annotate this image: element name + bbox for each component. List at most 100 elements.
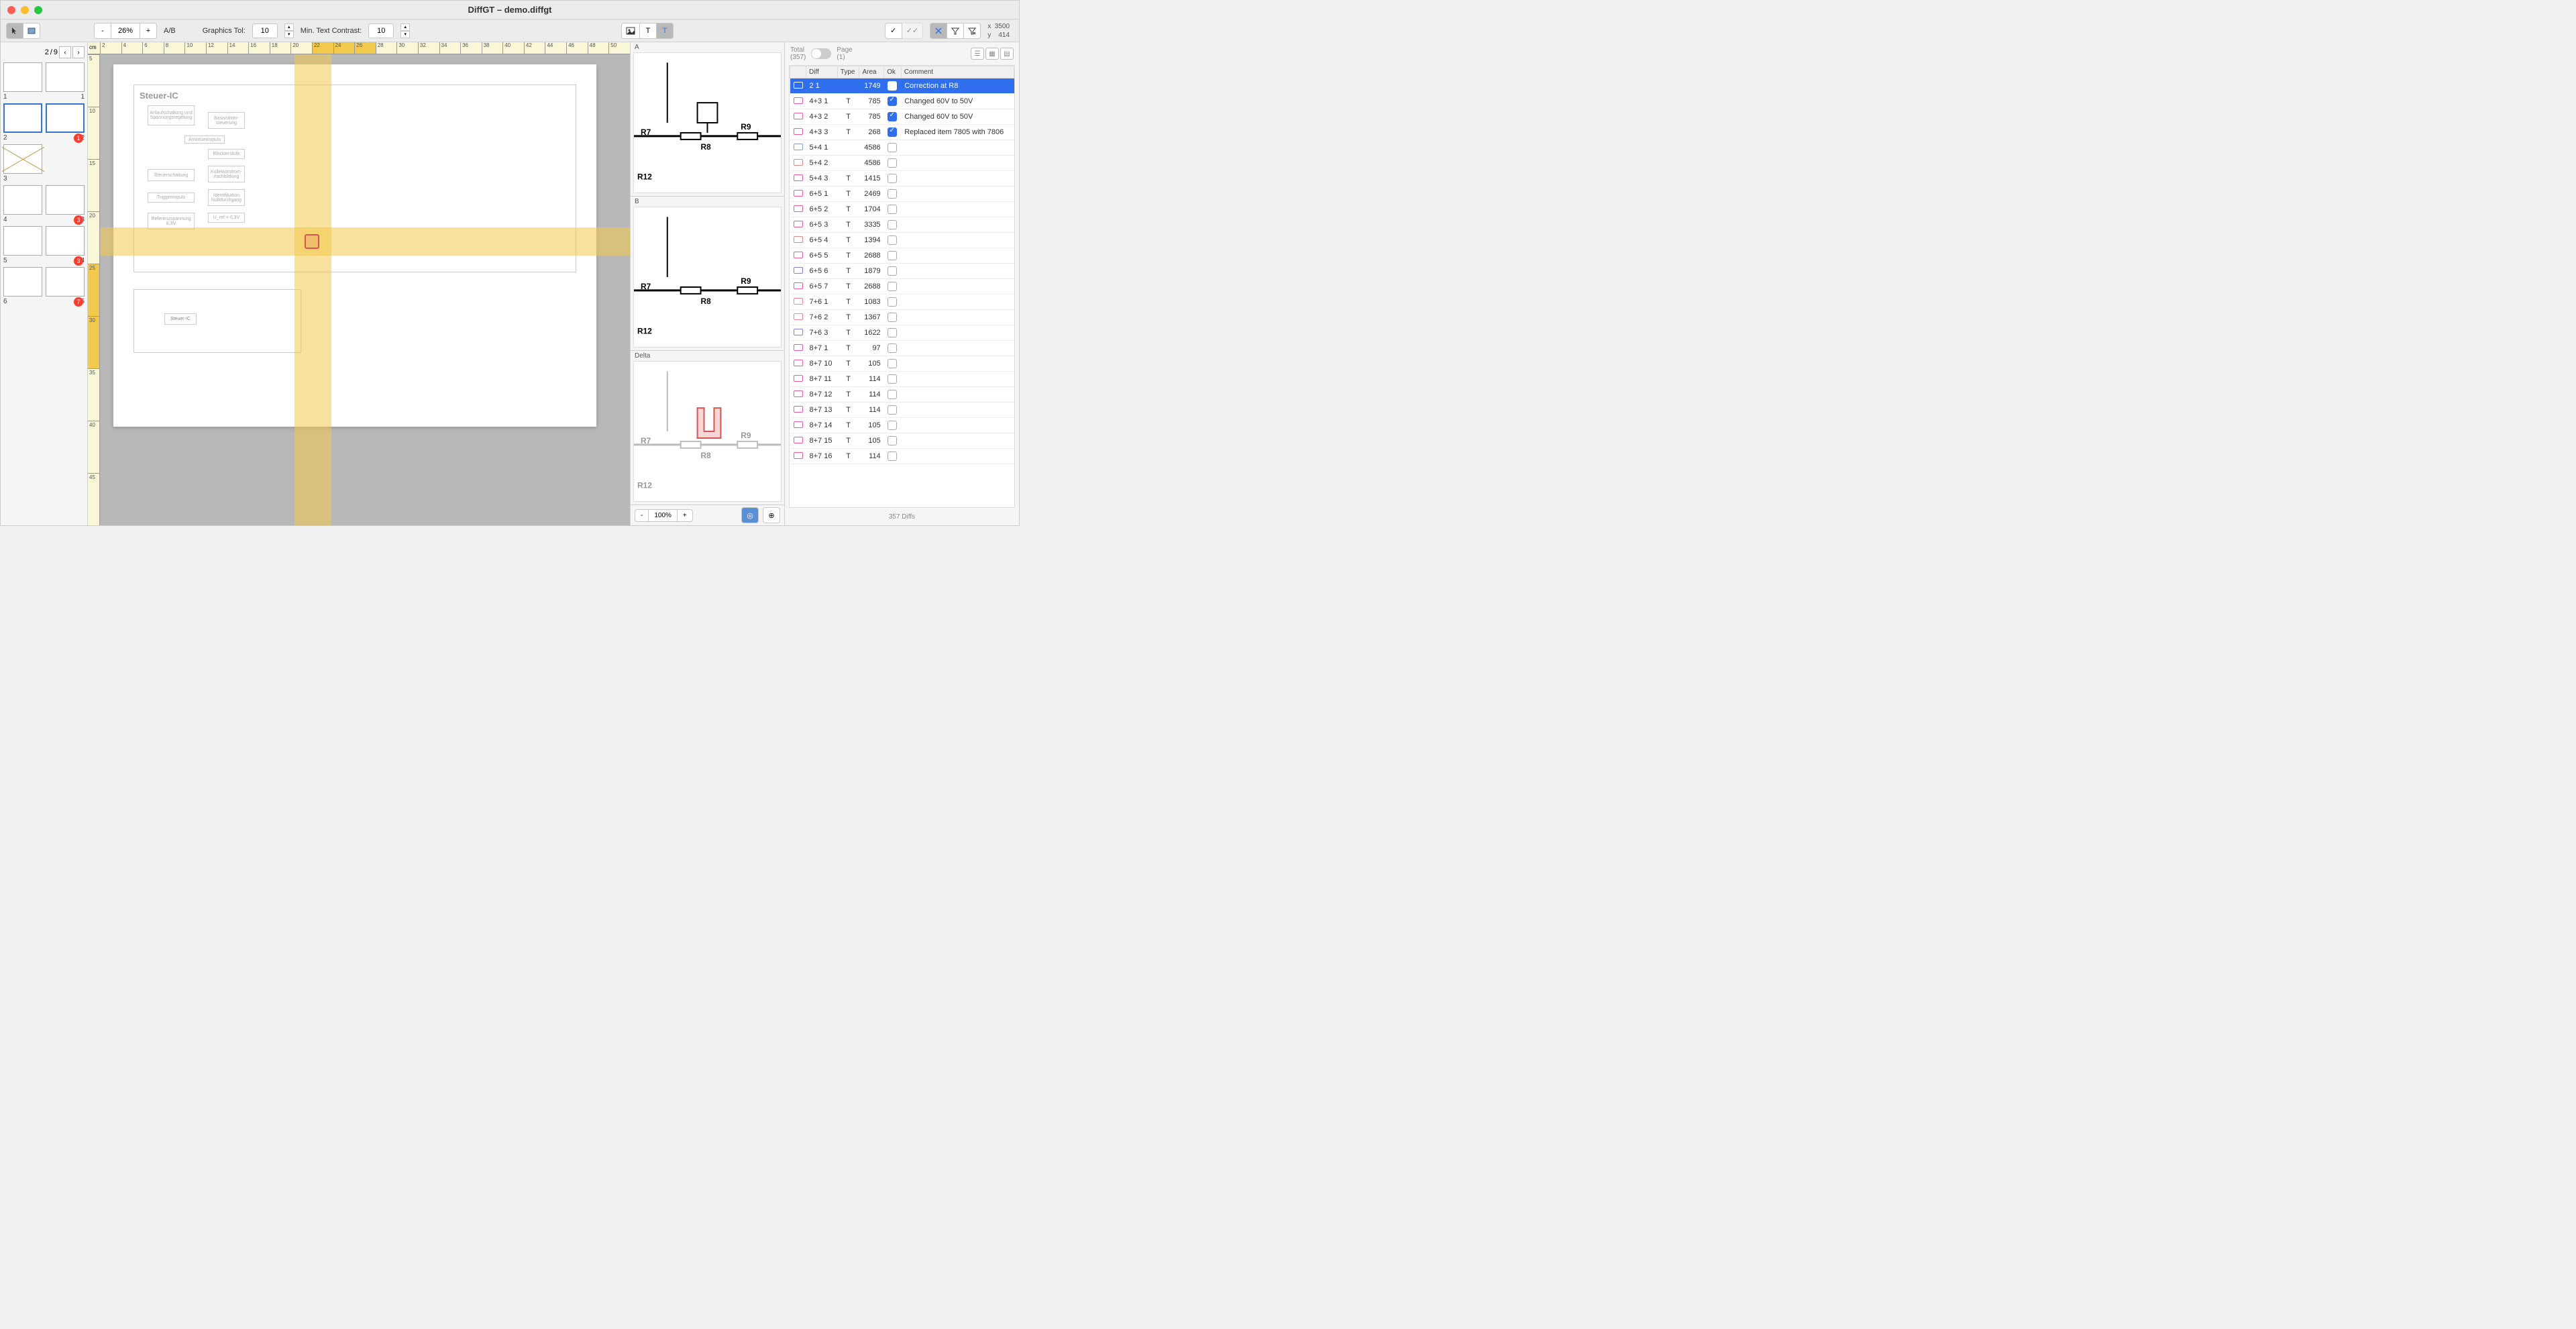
thumb-left[interactable]: 4 <box>3 185 42 223</box>
text-mode-button[interactable]: T <box>639 23 657 39</box>
compare-zoom-value[interactable]: 100% <box>649 510 678 521</box>
image-mode-button[interactable] <box>621 23 640 39</box>
canvas[interactable]: Steuer-IC Anlaufschaltung und Spannungsr… <box>100 54 630 525</box>
min-text-input[interactable] <box>368 23 394 38</box>
table-row[interactable]: 6+5 7T2688 <box>790 279 1014 295</box>
ok-checkbox[interactable] <box>888 436 897 445</box>
ok-checkbox[interactable] <box>888 313 897 322</box>
ok-checkbox[interactable] <box>888 235 897 245</box>
table-row[interactable]: 5+4 3T1415 <box>790 171 1014 187</box>
table-row[interactable]: 8+7 14T105 <box>790 418 1014 433</box>
table-row[interactable]: 8+7 16T114 <box>790 449 1014 464</box>
table-row[interactable]: 6+5 1T2469 <box>790 187 1014 202</box>
approve-button[interactable]: ✓ <box>885 23 902 39</box>
compare-delta-view[interactable]: R7R8R9R12 <box>633 361 782 502</box>
table-row[interactable]: 7+6 1T1083 <box>790 295 1014 310</box>
compare-target-button[interactable]: ◎ <box>741 507 759 523</box>
zoom-in-button[interactable]: + <box>140 23 157 39</box>
table-row[interactable]: 5+4 24586 <box>790 156 1014 171</box>
table-row[interactable]: 8+7 11T114 <box>790 372 1014 387</box>
table-row[interactable]: 8+7 1T97 <box>790 341 1014 356</box>
ok-checkbox[interactable] <box>888 220 897 229</box>
scope-toggle[interactable] <box>811 48 831 59</box>
filter-button[interactable] <box>947 23 964 39</box>
graphics-tol-stepper[interactable]: ▴▾ <box>284 23 294 38</box>
ok-checkbox[interactable] <box>888 112 897 121</box>
table-row[interactable]: 4+3 1T785Changed 60V to 50V <box>790 94 1014 109</box>
table-row[interactable]: 5+4 14586 <box>790 140 1014 156</box>
table-row[interactable]: 6+5 2T1704 <box>790 202 1014 217</box>
col-type[interactable]: Type <box>837 66 859 78</box>
thumb-left[interactable]: 3 <box>3 144 42 182</box>
min-text-stepper[interactable]: ▴▾ <box>400 23 410 38</box>
compare-fit-button[interactable]: ⊕ <box>763 507 780 523</box>
maximize-icon[interactable] <box>34 6 42 14</box>
ok-checkbox[interactable] <box>888 97 897 106</box>
region-tool-button[interactable] <box>23 23 40 39</box>
thumb-left[interactable]: 6 <box>3 267 42 305</box>
compare-zoom-out-button[interactable]: - <box>635 510 649 521</box>
ok-checkbox[interactable] <box>888 189 897 199</box>
ok-checkbox[interactable] <box>888 143 897 152</box>
text-highlight-button[interactable]: T <box>656 23 674 39</box>
ok-checkbox[interactable] <box>888 421 897 430</box>
ok-checkbox[interactable] <box>888 81 897 91</box>
table-row[interactable]: 6+5 4T1394 <box>790 233 1014 248</box>
table-row[interactable]: 6+5 6T1879 <box>790 264 1014 279</box>
table-row[interactable]: 8+7 10T105 <box>790 356 1014 372</box>
zoom-out-button[interactable]: - <box>94 23 111 39</box>
ok-checkbox[interactable] <box>888 158 897 168</box>
ok-checkbox[interactable] <box>888 282 897 291</box>
table-row[interactable]: 4+3 2T785Changed 60V to 50V <box>790 109 1014 125</box>
thumb-left[interactable]: 5 <box>3 226 42 264</box>
table-row[interactable]: 8+7 13T114 <box>790 403 1014 418</box>
compare-zoom-in-button[interactable]: + <box>678 510 692 521</box>
ok-checkbox[interactable] <box>888 127 897 137</box>
compare-a-view[interactable]: R7R8R9R12 <box>633 52 782 193</box>
schematic-block: U_ref = 6,3V <box>208 213 245 223</box>
col-diff[interactable]: Diff <box>806 66 838 78</box>
table-row[interactable]: 8+7 12T114 <box>790 387 1014 403</box>
table-row[interactable]: 6+5 5T2688 <box>790 248 1014 264</box>
table-row[interactable]: 2 11749Correction at R8 <box>790 78 1014 94</box>
ok-checkbox[interactable] <box>888 390 897 399</box>
thumb-left[interactable]: 1 <box>3 62 42 101</box>
close-icon[interactable] <box>7 6 15 14</box>
filter-diff-button[interactable] <box>930 23 947 39</box>
approve-all-button[interactable]: ✓✓ <box>902 23 923 39</box>
thumb-left[interactable]: 2 <box>3 103 42 142</box>
thumb-right[interactable]: 1 <box>46 62 85 101</box>
next-page-button[interactable]: › <box>72 46 85 58</box>
list-view-button[interactable]: ☰ <box>971 48 984 60</box>
col-ok[interactable]: Ok <box>884 66 902 78</box>
table-row[interactable]: 7+6 3T1622 <box>790 325 1014 341</box>
ok-checkbox[interactable] <box>888 266 897 276</box>
table-row[interactable]: 6+5 3T3335 <box>790 217 1014 233</box>
col-area[interactable]: Area <box>859 66 884 78</box>
ok-checkbox[interactable] <box>888 374 897 384</box>
ok-checkbox[interactable] <box>888 343 897 353</box>
col-comment[interactable]: Comment <box>901 66 1014 78</box>
ok-checkbox[interactable] <box>888 328 897 337</box>
prev-page-button[interactable]: ‹ <box>59 46 71 58</box>
diff-marker[interactable] <box>305 234 319 249</box>
detail-view-button[interactable]: ▤ <box>1000 48 1014 60</box>
ok-checkbox[interactable] <box>888 359 897 368</box>
ok-checkbox[interactable] <box>888 405 897 415</box>
graphics-tol-input[interactable] <box>252 23 278 38</box>
compare-b-view[interactable]: R7R8R9R12 <box>633 207 782 348</box>
svg-text:R12: R12 <box>637 327 652 336</box>
filter-clear-button[interactable] <box>963 23 981 39</box>
table-row[interactable]: 4+3 3T268Replaced item 7805 with 7806 <box>790 125 1014 140</box>
grid-view-button[interactable]: ▦ <box>985 48 999 60</box>
ok-checkbox[interactable] <box>888 205 897 214</box>
pointer-tool-button[interactable] <box>6 23 23 39</box>
ok-checkbox[interactable] <box>888 451 897 461</box>
table-row[interactable]: 7+6 2T1367 <box>790 310 1014 325</box>
ok-checkbox[interactable] <box>888 174 897 183</box>
minimize-icon[interactable] <box>21 6 29 14</box>
zoom-value[interactable]: 26% <box>111 23 140 39</box>
ok-checkbox[interactable] <box>888 251 897 260</box>
table-row[interactable]: 8+7 15T105 <box>790 433 1014 449</box>
ok-checkbox[interactable] <box>888 297 897 307</box>
